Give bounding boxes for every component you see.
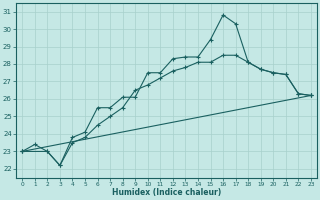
X-axis label: Humidex (Indice chaleur): Humidex (Indice chaleur): [112, 188, 221, 197]
